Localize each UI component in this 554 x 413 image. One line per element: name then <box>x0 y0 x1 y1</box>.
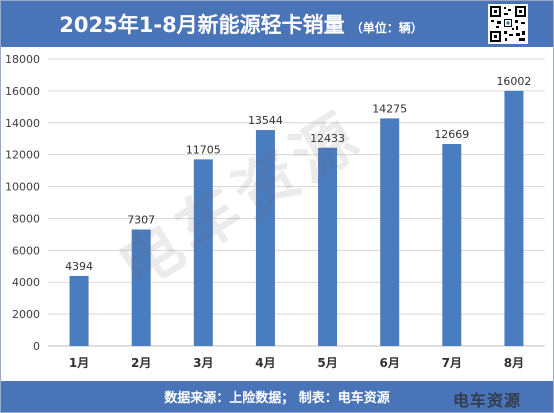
data-source-note: 数据来源：上险数据； 制表：电车资源 <box>164 391 390 406</box>
chart-title-text: 2025年1-8月新能源轻卡销量 <box>59 13 345 37</box>
x-tick-label: 6月 <box>380 356 400 370</box>
x-tick-label: 4月 <box>255 356 275 370</box>
data-label: 13544 <box>248 114 283 127</box>
x-tick-label: 5月 <box>317 356 337 370</box>
bar <box>504 90 524 346</box>
y-tick-label: 18000 <box>5 53 40 66</box>
bar <box>69 275 89 346</box>
x-tick-label: 7月 <box>442 356 462 370</box>
data-label: 12669 <box>434 128 469 141</box>
bar <box>255 130 275 346</box>
data-label: 16002 <box>496 75 531 88</box>
x-tick-label: 3月 <box>193 356 213 370</box>
footer-banner <box>1 381 553 412</box>
bar <box>442 143 462 346</box>
y-tick-label: 4000 <box>12 276 40 289</box>
data-label: 14275 <box>372 102 407 115</box>
y-tick-label: 16000 <box>5 85 40 98</box>
bar-chart: 0 2000 4000 6000 8000 10000 12000 14000 16000 180… <box>5 53 545 370</box>
data-label: 11705 <box>186 143 221 156</box>
bar <box>131 229 151 346</box>
x-tick-label: 8月 <box>504 356 524 370</box>
unit-label: （单位：辆） <box>350 20 423 35</box>
y-tick-label: 6000 <box>12 244 40 257</box>
bar <box>380 118 400 346</box>
y-tick-label: 12000 <box>5 149 40 162</box>
title-banner <box>1 1 553 47</box>
data-label: 4394 <box>65 260 93 273</box>
qr-code-icon <box>488 4 528 44</box>
data-label: 7307 <box>127 213 155 226</box>
data-label: 12433 <box>310 132 345 145</box>
chart-title: 2025年1-8月新能源轻卡销量 （单位：辆） <box>1 1 481 47</box>
y-tick-label: 14000 <box>5 117 40 130</box>
y-tick-label: 0 <box>33 340 40 353</box>
x-tick-label: 1月 <box>69 356 89 370</box>
bar <box>318 147 338 346</box>
x-tick-label: 2月 <box>131 356 151 370</box>
bar <box>193 159 213 346</box>
y-tick-label: 8000 <box>12 212 40 225</box>
y-tick-label: 2000 <box>12 308 40 321</box>
y-tick-label: 10000 <box>5 181 40 194</box>
brand-logo: 电车资源 <box>453 391 522 410</box>
